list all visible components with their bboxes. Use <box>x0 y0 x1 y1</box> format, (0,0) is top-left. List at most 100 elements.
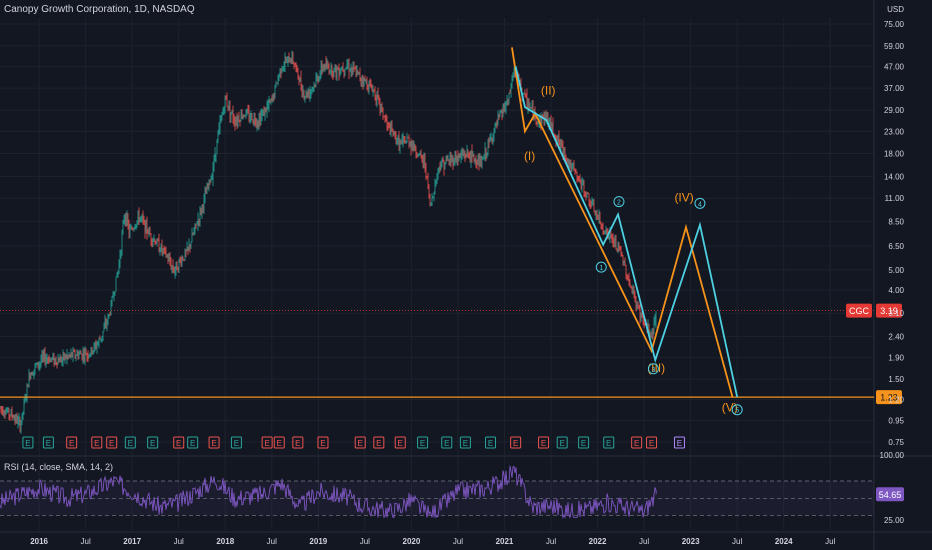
axis-unit-label: USD <box>887 5 904 14</box>
earnings-badge <box>603 436 615 449</box>
earnings-badge <box>208 436 220 449</box>
rsi-line <box>0 465 657 520</box>
last-price-line: CGC 3.19 <box>0 303 902 318</box>
earnings-badge-label: E <box>128 439 133 448</box>
time-axis[interactable]: 2016 Jul 2017 Jul 2018 Jul 2019 Jul 2020 Jul 2021 J… <box>30 537 835 546</box>
y-tick-label: 8.50 <box>888 218 904 227</box>
earnings-badge <box>354 436 366 449</box>
earnings-badge-label: E <box>211 439 216 448</box>
rsi-tick-label: 100.00 <box>880 451 905 460</box>
x-tick-label: Jul <box>267 537 277 546</box>
earnings-badge-label: E <box>488 439 493 448</box>
rsi-tick-label: 25.00 <box>884 516 905 525</box>
earnings-badge <box>485 436 497 449</box>
earnings-badge <box>173 436 185 449</box>
earnings-badge-label: E <box>444 439 449 448</box>
wave-label-cyan-circle <box>595 261 607 273</box>
earnings-badge <box>538 436 550 449</box>
x-tick-label: Jul <box>81 537 91 546</box>
wave-label-cyan-circle <box>647 363 659 375</box>
wave-label-orange: (V) <box>722 400 738 414</box>
wave-label-cyan: 5 <box>735 408 739 415</box>
earnings-badge-label: E <box>634 439 639 448</box>
y-tick-label: 1.50 <box>888 375 904 384</box>
y-tick-label: 6.50 <box>888 242 904 251</box>
earnings-badge <box>631 436 643 449</box>
wave-label-cyan-circle <box>731 404 743 416</box>
rsi-panel <box>0 465 874 520</box>
earnings-badge-label: E <box>150 439 155 448</box>
y-tick-label: 0.75 <box>888 438 904 447</box>
earnings-badge-label: E <box>264 439 269 448</box>
earnings-badge <box>441 436 453 449</box>
x-tick-label: Jul <box>453 537 463 546</box>
y-tick-label: 5.00 <box>888 266 904 275</box>
earnings-badge-label: E <box>94 439 99 448</box>
x-tick-label: 2018 <box>216 537 234 546</box>
y-tick-label: 4.00 <box>888 286 904 295</box>
earnings-badge-label: E <box>295 439 300 448</box>
y-tick-label: 47.00 <box>884 62 905 71</box>
earnings-badge <box>292 436 304 449</box>
earnings-badge-label: E <box>420 439 425 448</box>
orange-wave-line <box>511 47 734 398</box>
earnings-badge-label: E <box>376 439 381 448</box>
y-tick-label: 14.00 <box>884 172 905 181</box>
earnings-badge <box>147 436 159 449</box>
earnings-badge-label: E <box>234 439 239 448</box>
y-tick-label: 2.40 <box>888 332 904 341</box>
y-tick-label: 18.00 <box>884 150 905 159</box>
earnings-badge <box>230 436 242 449</box>
earnings-badge-label: E <box>46 439 51 448</box>
earnings-badge-label: E <box>513 439 518 448</box>
y-tick-label: 29.00 <box>884 106 905 115</box>
earnings-badge <box>459 436 471 449</box>
earnings-badge <box>42 436 54 449</box>
wave-label-cyan: 3 <box>651 367 655 374</box>
wave-label-cyan: 4 <box>698 201 702 208</box>
rsi-value-label: 54.65 <box>879 490 902 500</box>
wave-label-cyan-circle <box>694 197 706 209</box>
x-tick-label: 2020 <box>403 537 421 546</box>
x-tick-label: Jul <box>174 537 184 546</box>
cyan-wave-line <box>514 66 739 398</box>
y-tick-label: 37.00 <box>884 84 905 93</box>
earnings-badge <box>417 436 429 449</box>
price-axis[interactable]: USD 75.00 59.00 47.00 37.00 29.00 23.00 18.00 14… <box>876 5 905 525</box>
wave-label-orange: (IV) <box>674 191 693 205</box>
support-price-label: 1.23 <box>880 393 898 403</box>
earnings-badge-label: E <box>398 439 403 448</box>
earnings-badge <box>373 436 385 449</box>
earnings-badge <box>394 436 406 449</box>
earnings-badge-label: E <box>25 439 30 448</box>
wave-label-cyan-circle <box>613 196 625 208</box>
earnings-badge-label: E <box>277 439 282 448</box>
earnings-badge <box>556 436 568 449</box>
candlestick-series <box>0 50 657 434</box>
last-price-label: 3.19 <box>880 306 898 316</box>
y-tick-label: 1.90 <box>888 354 904 363</box>
x-tick-label: Jul <box>546 537 556 546</box>
x-tick-label: Jul <box>732 537 742 546</box>
earnings-badge <box>317 436 329 449</box>
earnings-badge <box>187 436 199 449</box>
x-tick-label: 2017 <box>123 537 141 546</box>
earnings-badge-label: E <box>190 439 195 448</box>
ticker-tag <box>846 303 872 318</box>
earnings-badge <box>106 436 118 449</box>
wave-label-cyan: 1 <box>599 265 603 272</box>
earnings-badge <box>261 436 273 449</box>
chart-title: Canopy Growth Corporation, 1D, NASDAQ <box>4 4 195 15</box>
earnings-badge <box>673 436 685 449</box>
earnings-badge-label: E <box>109 439 114 448</box>
earnings-badge-label: E <box>69 439 74 448</box>
earnings-badge <box>273 436 285 449</box>
rsi-value-tag <box>876 487 904 502</box>
wave-label-cyan: 2 <box>617 200 621 207</box>
earnings-badge <box>646 436 658 449</box>
earnings-badge-label: E <box>320 439 325 448</box>
y-tick-label: 1.20 <box>888 395 904 404</box>
earnings-badge-label: E <box>677 439 682 448</box>
